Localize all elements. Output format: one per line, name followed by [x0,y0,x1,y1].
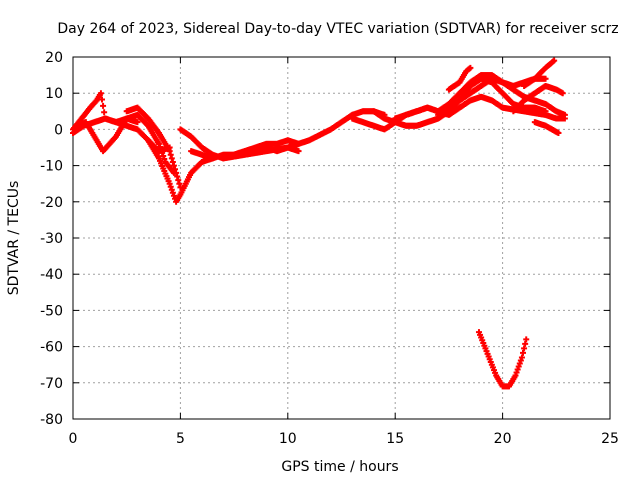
data-point [169,158,176,165]
x-axis-label: GPS time / hours [281,459,398,475]
data-point [522,340,529,347]
data-point [175,177,182,184]
data-point [512,372,519,379]
data-point [521,345,528,352]
data-point [542,75,549,82]
data-point [97,90,104,97]
series-arc-6 [177,108,388,162]
series-arc-17 [475,329,530,390]
data-point [173,169,180,176]
data-point [559,90,566,97]
data-point [168,155,175,162]
data-point [516,360,523,367]
data-point [167,151,174,158]
data-point [295,148,302,155]
data-point [177,184,184,191]
data-point [169,189,176,196]
data-point [172,166,179,173]
data-point [295,140,302,147]
x-tick-label: 25 [601,431,619,447]
data-point [520,349,527,356]
y-tick-label: -50 [40,303,63,319]
y-tick-label: 20 [45,50,63,66]
data-point [176,180,183,187]
x-tick-label: 0 [69,431,78,447]
data-point [101,109,108,116]
data-point [517,357,524,364]
data-point [134,119,141,126]
data-point [555,130,562,137]
series-arc-12 [435,75,568,118]
data-point [514,366,521,373]
data-point [170,162,177,169]
data-point [523,336,530,343]
series-arc-8 [220,144,302,162]
axis-ticks: 0 5 10 15 20 25 -80 -70 -60 -50 -40 -30 -20 -10 0 10 20 [40,50,619,447]
data-point [170,192,177,199]
data-point [518,354,525,361]
data-point [166,144,173,151]
series-arc-15 [531,119,562,137]
y-tick-label: -70 [40,376,63,392]
data-point [515,363,522,370]
y-tick-label: -20 [40,195,63,211]
x-tick-label: 10 [279,431,297,447]
series-arc-3 [74,111,177,176]
data-point [167,183,174,190]
data-point [161,155,168,162]
data-point [467,64,474,71]
data-point [166,180,173,187]
y-tick-label: -60 [40,340,63,356]
data-point [551,57,558,64]
series-arc-5 [145,137,173,155]
x-tick-label: 15 [386,431,404,447]
data-point [513,369,520,376]
y-tick-label: 0 [54,122,63,138]
series-arc-9 [349,72,549,133]
y-tick-label: 10 [45,86,63,102]
series-arc-13 [510,82,566,115]
x-tick-label: 20 [494,431,512,447]
data-point [168,186,175,193]
y-tick-label: -10 [40,159,63,175]
y-axis-label: SDTVAR / TECUs [6,181,22,296]
data-point [100,102,107,109]
chart-title: Day 264 of 2023, Sidereal Day-to-day VTE… [57,21,618,37]
data-point [155,140,162,147]
data-point [160,152,167,159]
y-tick-label: -80 [40,412,63,428]
data-point [174,173,181,180]
data-point [561,111,568,118]
series-arc-16 [445,64,474,93]
series-arc-14 [521,57,558,89]
y-tick-label: -40 [40,267,63,283]
x-tick-label: 5 [176,431,185,447]
y-tick-label: -30 [40,231,63,247]
data-series [70,57,568,390]
data-point [98,96,105,103]
